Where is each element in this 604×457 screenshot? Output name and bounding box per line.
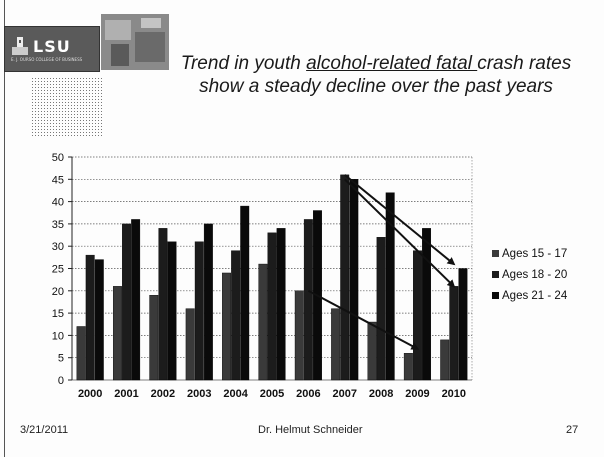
- x-tick-label: 2000: [78, 388, 102, 400]
- lsu-logo: LSU E. J. OURSO COLLEGE OF BUSINESS: [4, 26, 100, 72]
- logo-subtext: E. J. OURSO COLLEGE OF BUSINESS: [11, 57, 83, 62]
- decorative-pattern: [32, 78, 102, 136]
- x-tick-label: 2006: [296, 388, 320, 400]
- slide-left-edge: [4, 0, 5, 457]
- x-tick-label: 2004: [223, 388, 248, 400]
- bar: [222, 272, 231, 381]
- slide-title: Trend in youth alcohol-related fatal cra…: [178, 52, 574, 98]
- bar: [131, 219, 141, 381]
- legend-swatch: [492, 292, 499, 299]
- bar: [403, 353, 413, 381]
- bar: [385, 192, 395, 381]
- y-tick-label: 5: [58, 353, 64, 365]
- y-tick-label: 45: [52, 174, 64, 186]
- bar: [85, 254, 95, 381]
- legend-swatch: [492, 250, 499, 257]
- x-tick-label: 2010: [442, 388, 466, 400]
- bar: [449, 286, 459, 381]
- y-tick-label: 30: [52, 241, 64, 253]
- title-underlined: alcohol-related fatal: [306, 53, 478, 74]
- footer-author: Dr. Helmut Schneider: [258, 424, 363, 436]
- bar: [231, 250, 241, 381]
- logo-text: LSU: [33, 37, 71, 56]
- bar: [349, 179, 359, 381]
- bar: [240, 205, 250, 381]
- bar: [422, 228, 432, 381]
- bar: [440, 339, 450, 381]
- trend-arrow: [307, 289, 420, 350]
- campus-photo: [101, 14, 169, 70]
- x-tick-label: 2008: [369, 388, 393, 400]
- bar: [267, 232, 277, 381]
- bar: [167, 241, 177, 381]
- bar: [458, 268, 468, 381]
- bar: [112, 286, 122, 381]
- bar: [149, 295, 159, 381]
- bar: [94, 259, 104, 381]
- bar: [413, 250, 422, 381]
- bar: [194, 241, 204, 381]
- y-tick-label: 50: [52, 152, 64, 164]
- y-tick-label: 10: [52, 330, 64, 342]
- bar: [122, 223, 131, 381]
- bar: [376, 237, 386, 381]
- bar: [76, 326, 86, 381]
- y-tick-label: 15: [52, 308, 64, 320]
- bar: [303, 219, 313, 381]
- y-tick-label: 35: [52, 219, 64, 231]
- x-tick-label: 2005: [260, 388, 284, 400]
- bar: [367, 321, 377, 381]
- x-tick-label: 2009: [405, 388, 429, 400]
- legend-swatch: [492, 271, 499, 278]
- bar: [294, 290, 304, 381]
- y-tick-label: 25: [52, 264, 64, 276]
- bar: [185, 308, 195, 381]
- x-tick-label: 2002: [151, 388, 175, 400]
- bar: [158, 228, 168, 381]
- trend-arrow: [344, 178, 456, 288]
- x-tick-label: 2003: [187, 388, 211, 400]
- y-tick-label: 0: [58, 375, 64, 387]
- legend-label: Ages 21 - 24: [502, 290, 568, 302]
- x-tick-label: 2001: [114, 388, 138, 400]
- legend-label: Ages 15 - 17: [502, 248, 567, 260]
- bar: [340, 174, 350, 381]
- legend-label: Ages 18 - 20: [502, 269, 567, 281]
- y-tick-label: 40: [52, 197, 64, 209]
- bar: [258, 263, 268, 381]
- bar: [276, 228, 286, 381]
- title-part-2: crash rates show a steady decline over t…: [199, 53, 572, 97]
- trend-arrow: [344, 174, 456, 266]
- y-tick-label: 20: [52, 286, 64, 298]
- footer-date: 3/21/2011: [20, 424, 69, 436]
- bar: [203, 223, 213, 381]
- tower-icon: [12, 37, 28, 55]
- title-part-1: Trend in youth: [180, 53, 307, 74]
- footer-page-number: 27: [566, 424, 579, 436]
- bar-chart: 0 5 10 15 20 25 30 35 40 45 50 2000 2001 2002 2003 2004…: [52, 152, 568, 400]
- x-tick-label: 2007: [332, 388, 356, 400]
- bar: [331, 308, 341, 381]
